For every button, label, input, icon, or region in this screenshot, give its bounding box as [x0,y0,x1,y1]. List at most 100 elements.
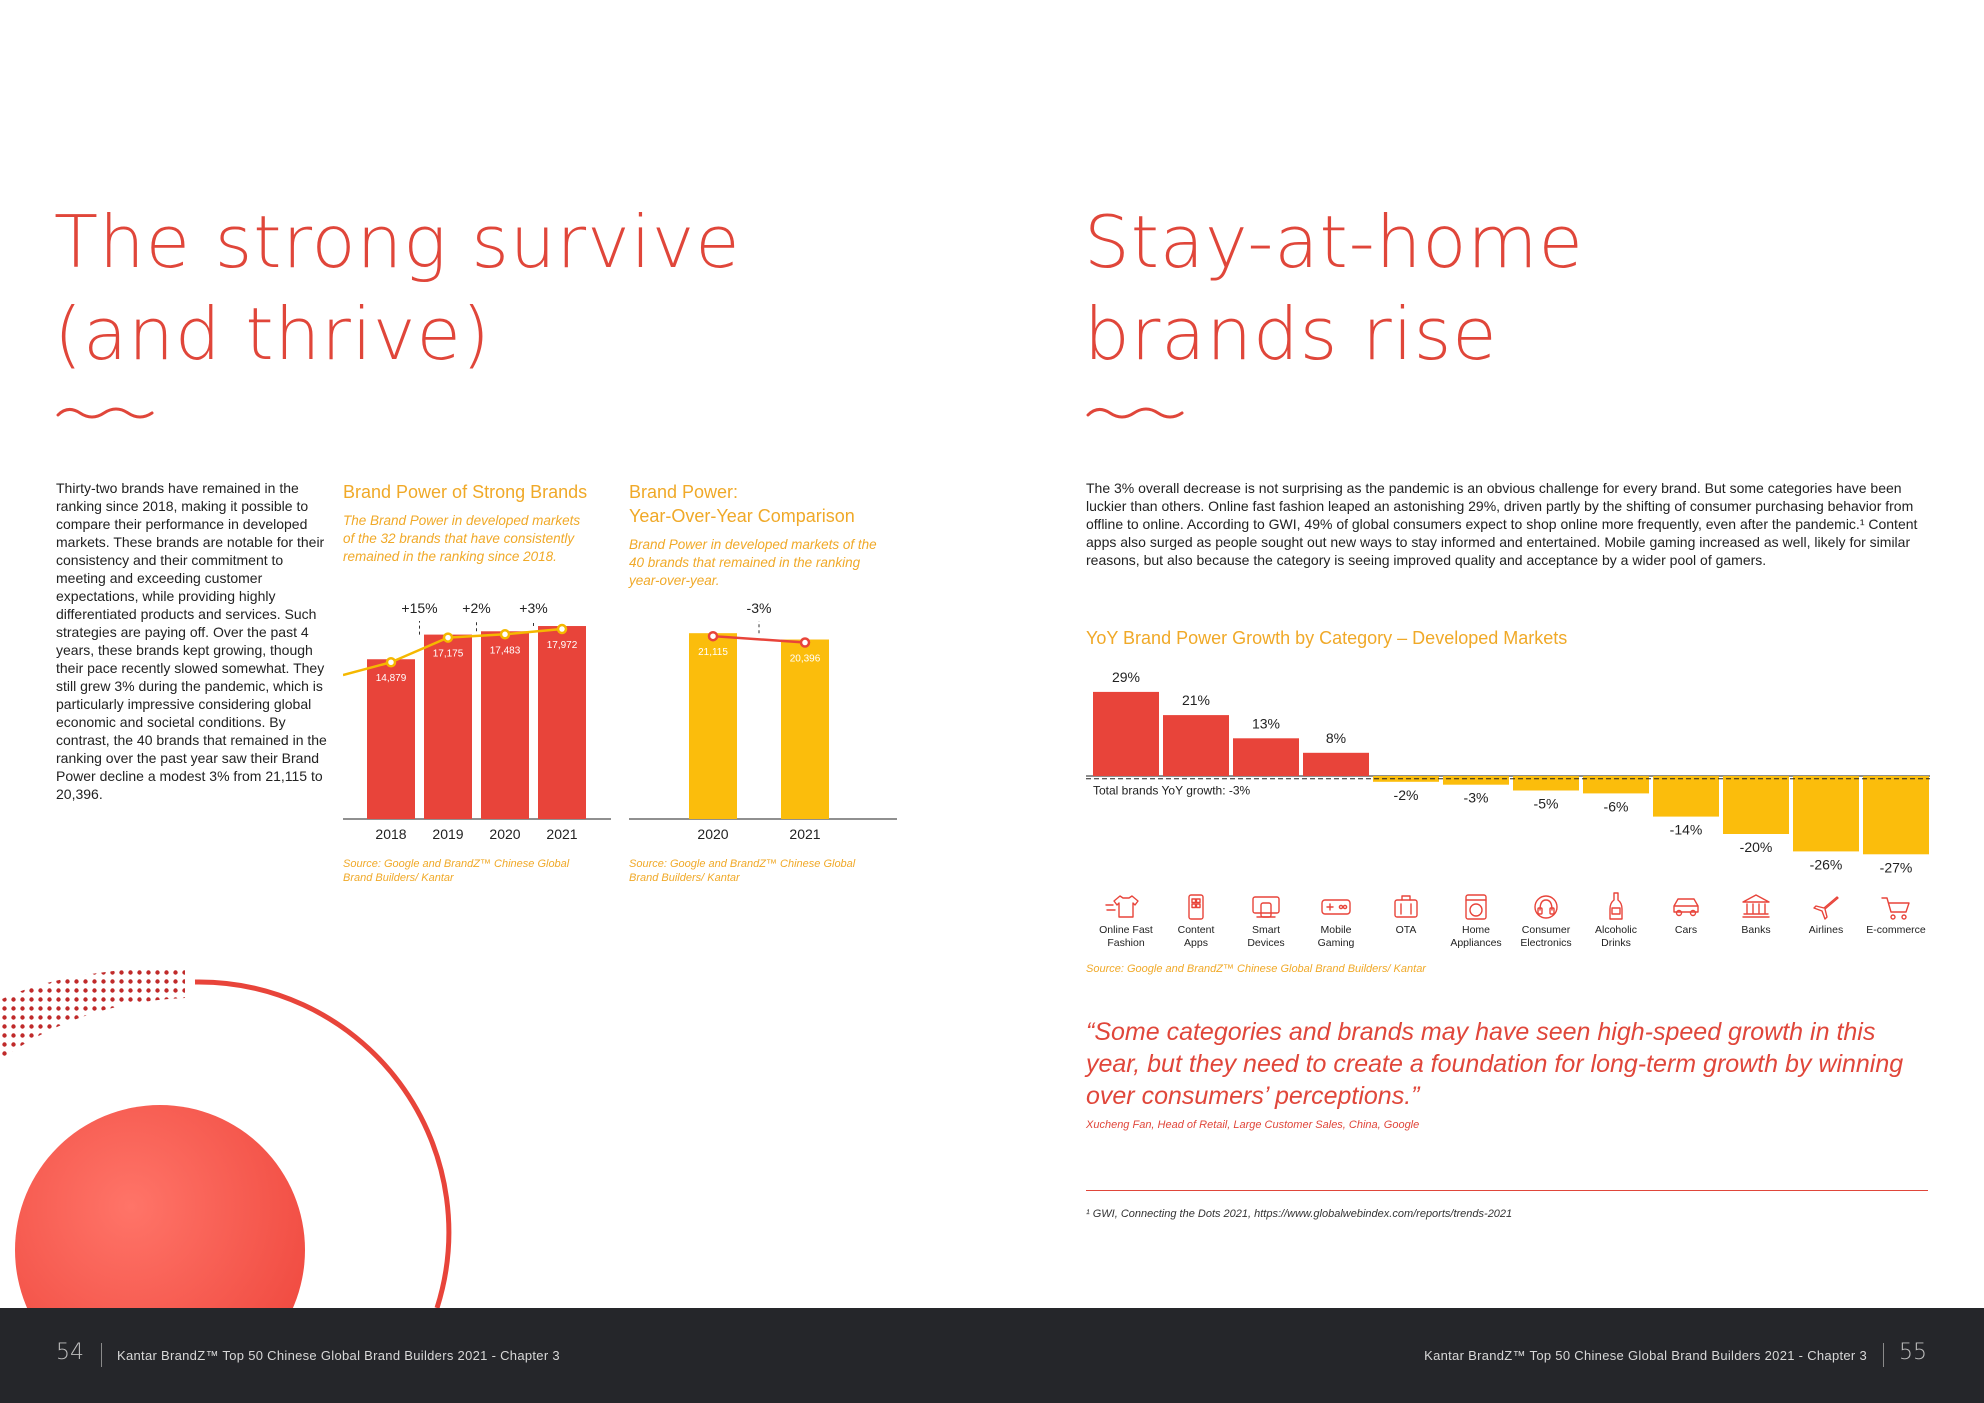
growth-point [799,637,811,648]
category-label: Apps [1184,937,1208,949]
shopping-cart-icon [1881,897,1910,920]
smart-devices-icon [1252,896,1280,918]
category-label: Home [1462,924,1490,936]
bar-content-apps [1163,715,1229,776]
chart2-title: Brand Power: Year-Over-Year Comparison [629,482,855,526]
left-page-title: The strong survive (and thrive) [54,200,741,376]
bar-value-label: 17,483 [490,645,521,656]
chart1-subtitle: The Brand Power in developed markets of … [343,513,581,564]
bar-value-label: 20,396 [790,654,821,665]
growth-label: +15% [401,600,437,616]
right-footer-text: Kantar BrandZ™ Top 50 Chinese Global Bra… [1424,1348,1867,1363]
phone-apps-icon [1188,894,1204,920]
bar-2021 [538,626,586,819]
right-title-squiggle [1086,407,1184,419]
right-footer-separator [1883,1343,1884,1367]
chart2-source: Source: Google and BrandZ™ Chinese Globa… [629,858,856,884]
bar-online-fast-fashion [1093,691,1159,776]
category-label: Smart [1252,924,1280,936]
growth-label: +2% [462,600,490,616]
category-label: Airlines [1809,924,1843,936]
bar-value-label: -6% [1604,798,1629,814]
growth-point [442,632,454,643]
bar-value-label: -26% [1810,856,1843,872]
right-body-text: The 3% overall decrease is not surprisin… [1086,480,1918,568]
growth-line [712,634,806,644]
growth-point [707,630,719,642]
growth-label: -3% [747,600,772,616]
tshirt-icon [1105,895,1139,918]
suitcase-icon [1394,895,1418,918]
category-label: OTA [1396,924,1417,936]
category-label: Consumer [1522,924,1571,936]
bar-value-label: 14,879 [376,673,407,684]
category-label: Content [1178,924,1215,936]
bar-value-label: 13% [1252,715,1280,731]
bar-airlines [1793,776,1859,852]
bar-value-label: 21% [1182,692,1210,708]
footnote-divider [1086,1190,1928,1191]
left-body-text: Thirty-two brands have remained in the r… [56,480,327,802]
washing-machine-icon [1465,894,1487,920]
chart2-bar-chart: 2020 21,115 2021 20,396 -3% [629,600,897,842]
bar-value-label: -2% [1394,787,1419,803]
bank-icon [1742,894,1770,918]
chart1-source: Source: Google and BrandZ™ Chinese Globa… [343,858,570,884]
category-label: Gaming [1318,937,1355,949]
bar-cars [1653,776,1719,817]
right-page-title: Stay-at-home brands rise [1084,200,1584,376]
bar-value-label: -27% [1880,859,1913,875]
x-tick-label: 2020 [489,826,520,842]
category-label: Appliances [1450,937,1501,949]
bar-value-label: 8% [1326,730,1346,746]
bottle-icon [1609,892,1623,920]
bar-alcoholic-drinks [1583,776,1649,794]
bar-consumer-electronics [1513,776,1579,791]
x-tick-label: 2018 [375,826,406,842]
pull-quote: “Some categories and brands may have see… [1086,1018,1904,1110]
bar-value-label: 17,175 [433,649,464,660]
bar-value-label: 21,115 [698,647,728,658]
category-label: Mobile [1321,924,1352,936]
quote-attribution: Xucheng Fan, Head of Retail, Large Custo… [1086,1119,1420,1131]
bar-e-commerce [1863,776,1929,855]
x-tick-label: 2021 [789,826,820,842]
bar-2020 [481,631,529,819]
category-label: Electronics [1520,937,1571,949]
chart3-source: Source: Google and BrandZ™ Chinese Globa… [1086,963,1426,975]
bar-value-label: -5% [1534,796,1559,812]
chart1-bar-chart: 2018 14,879 2019 17,175 2020 17,483 2021 17,972… [343,600,611,842]
bar-value-label: -3% [1464,790,1489,806]
bar-2020 [689,633,737,819]
left-footer-separator [101,1343,102,1367]
category-label: Alcoholic [1595,924,1637,936]
growth-point [556,623,568,635]
dotted-arc [0,966,185,1060]
x-tick-label: 2020 [697,826,728,842]
category-label: Devices [1247,937,1284,949]
bar-banks [1723,776,1789,834]
footnote: ¹ GWI, Connecting the Dots 2021, https:/… [1086,1208,1513,1220]
car-icon [1673,898,1699,917]
decorative-circle-graphic [0,966,452,1308]
bar-mobile-gaming [1303,752,1369,776]
category-label: Cars [1675,924,1697,936]
right-page-number: 55 [1899,1340,1927,1365]
left-footer-text: Kantar BrandZ™ Top 50 Chinese Global Bra… [117,1348,560,1363]
category-label: E-commerce [1866,924,1926,936]
airplane-icon [1813,896,1839,920]
category-label: Drinks [1601,937,1631,949]
total-growth-label: Total brands YoY growth: -3% [1093,784,1251,798]
left-title-squiggle [56,407,154,419]
headphones-icon [1534,895,1558,919]
bar-value-label: 17,972 [547,640,578,651]
x-tick-label: 2019 [432,826,463,842]
bar-2018 [367,659,415,819]
category-label: Banks [1741,924,1770,936]
ring-arc [194,979,452,1308]
growth-label: +3% [519,600,547,616]
chart1-title: Brand Power of Strong Brands [343,482,588,502]
growth-point [499,629,511,640]
bar-home-appliances [1443,776,1509,785]
